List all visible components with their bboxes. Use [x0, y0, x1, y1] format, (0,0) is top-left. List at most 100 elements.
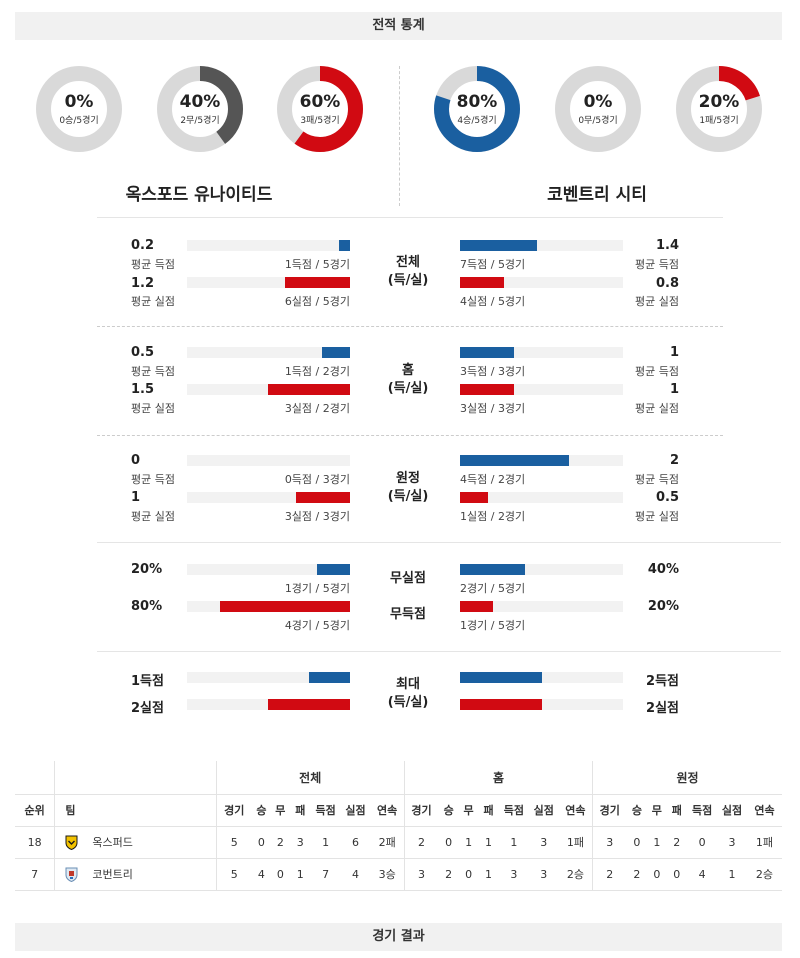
- stat-cell: 2: [592, 858, 627, 891]
- away-avg-for-label: 평균 득점: [635, 258, 679, 271]
- away-for-bar: [460, 455, 623, 466]
- label-main: 홈: [402, 363, 414, 378]
- header-col: 득점: [498, 794, 529, 827]
- section-title-stats: 전적 통계: [15, 12, 782, 40]
- divider: [97, 326, 723, 327]
- donut-ring: [555, 66, 641, 152]
- away-max-against: 2실점: [646, 701, 679, 716]
- stat-cell: 3승: [370, 858, 405, 891]
- away-clean-bar: [460, 564, 623, 575]
- stat-cell: 4: [340, 858, 371, 891]
- label-main: 최대: [396, 677, 420, 692]
- home-avg-for: 0.2: [131, 238, 155, 253]
- home-clean-bar: [187, 564, 350, 575]
- donut-track: [555, 66, 641, 152]
- stat-cell: 0: [438, 826, 460, 859]
- away-avg-for: 1: [669, 345, 679, 360]
- home-avg-against: 1.5: [131, 382, 155, 397]
- away-clean-fill: [460, 564, 525, 575]
- home-max-against-bar: [187, 699, 350, 710]
- home-avg-against: 1.2: [131, 276, 155, 291]
- donut-sub: 3패/5경기: [300, 116, 340, 126]
- home-avg-for-label: 평균 득점: [131, 258, 175, 271]
- oxford-logo-icon: [65, 835, 78, 851]
- away-draw-donut: 0% 0무/5경기: [555, 66, 641, 152]
- home-against-fill: [268, 384, 350, 395]
- home-for-note: 1득점 / 5경기: [284, 258, 350, 271]
- label-main: 원정: [396, 471, 420, 486]
- away-clean-val: 40%: [647, 562, 679, 577]
- home-for-bar: [187, 347, 350, 358]
- donut-sub: 0승/5경기: [59, 116, 99, 126]
- donut-sub: 2무/5경기: [180, 116, 220, 126]
- header-col: 경기: [403, 794, 439, 827]
- home-for-bar: [187, 455, 350, 466]
- home-avg-against-label: 평균 실점: [131, 402, 175, 415]
- stat-cell: 2: [626, 858, 648, 891]
- away-max-for: 2득점: [646, 674, 679, 689]
- stat-cell: 0: [666, 858, 688, 891]
- home-avg-against: 1: [131, 490, 141, 505]
- stat-cell: 1: [459, 826, 479, 859]
- stat-cell: 0: [687, 826, 718, 859]
- away-against-bar: [460, 492, 623, 503]
- stat-cell: 0: [626, 826, 648, 859]
- stat-cell: 1패: [558, 826, 593, 859]
- home-for-fill: [339, 240, 350, 251]
- away-noscore-note: 1경기 / 5경기: [460, 619, 526, 632]
- header-team: 팀: [54, 794, 217, 827]
- label-clean-sheet: 무실점: [390, 571, 426, 586]
- donut-track: [36, 66, 122, 152]
- home-draw-donut: 40% 2무/5경기: [157, 66, 243, 152]
- home-noscore-fill: [220, 601, 350, 612]
- stat-cell: 2: [666, 826, 688, 859]
- header-col: 연속: [746, 794, 782, 827]
- stat-label-away: 원정 (득/실): [378, 470, 438, 506]
- donut-sub: 1패/5경기: [699, 116, 739, 126]
- away-for-fill: [460, 240, 537, 251]
- home-for-fill: [322, 347, 350, 358]
- donut-ring: [676, 66, 762, 152]
- home-max-for: 1득점: [131, 674, 164, 689]
- home-noscore-note: 4경기 / 5경기: [284, 619, 350, 632]
- away-avg-against: 1: [669, 382, 679, 397]
- away-avg-against-label: 평균 실점: [635, 295, 679, 308]
- home-against-note: 6실점 / 5경기: [284, 295, 350, 308]
- away-max-for-bar: [460, 672, 623, 683]
- away-avg-against-label: 평균 실점: [635, 510, 679, 523]
- home-clean-fill: [317, 564, 350, 575]
- header-col: 승: [626, 794, 648, 827]
- away-avg-for: 2: [669, 453, 679, 468]
- away-noscore-fill: [460, 601, 493, 612]
- stat-cell: 4: [687, 858, 718, 891]
- donut-arc: [434, 66, 520, 152]
- coventry-logo-icon: [65, 867, 78, 883]
- stat-cell: 1: [647, 826, 667, 859]
- header-col: 연속: [558, 794, 593, 827]
- donut-arc: [676, 66, 762, 152]
- home-noscore-val: 80%: [131, 599, 163, 614]
- stat-cell: 1: [498, 826, 529, 859]
- home-avg-for-label: 평균 득점: [131, 473, 175, 486]
- header-col: 연속: [370, 794, 405, 827]
- divider: [97, 435, 723, 436]
- home-avg-for: 0.5: [131, 345, 155, 360]
- stat-cell: 2승: [558, 858, 593, 891]
- home-win-donut: 0% 0승/5경기: [36, 66, 122, 152]
- divider: [97, 217, 723, 218]
- label-sub: (득/실): [387, 273, 429, 288]
- away-for-note: 4득점 / 2경기: [460, 473, 526, 486]
- section-title-results: 경기 결과: [15, 923, 782, 951]
- table-row: 7 코번트리 5 4 0 1 7 4 3승 3 2 0 1 3 3 2승 2 2 0 0 4 1 2승: [15, 858, 782, 891]
- home-for-note: 1득점 / 2경기: [284, 365, 350, 378]
- label-sub: (득/실): [387, 695, 429, 710]
- home-max-for-fill: [309, 672, 350, 683]
- stat-cell: 1: [717, 858, 747, 891]
- home-for-note: 0득점 / 3경기: [284, 473, 350, 486]
- donut-percent: 0%: [64, 92, 94, 112]
- header-col: 경기: [215, 794, 252, 827]
- away-win-donut: 80% 4승/5경기: [434, 66, 520, 152]
- donut-percent: 20%: [698, 92, 740, 112]
- home-team-name: 옥스포드 유나이티드: [125, 185, 273, 205]
- group-away: 원정: [592, 761, 782, 795]
